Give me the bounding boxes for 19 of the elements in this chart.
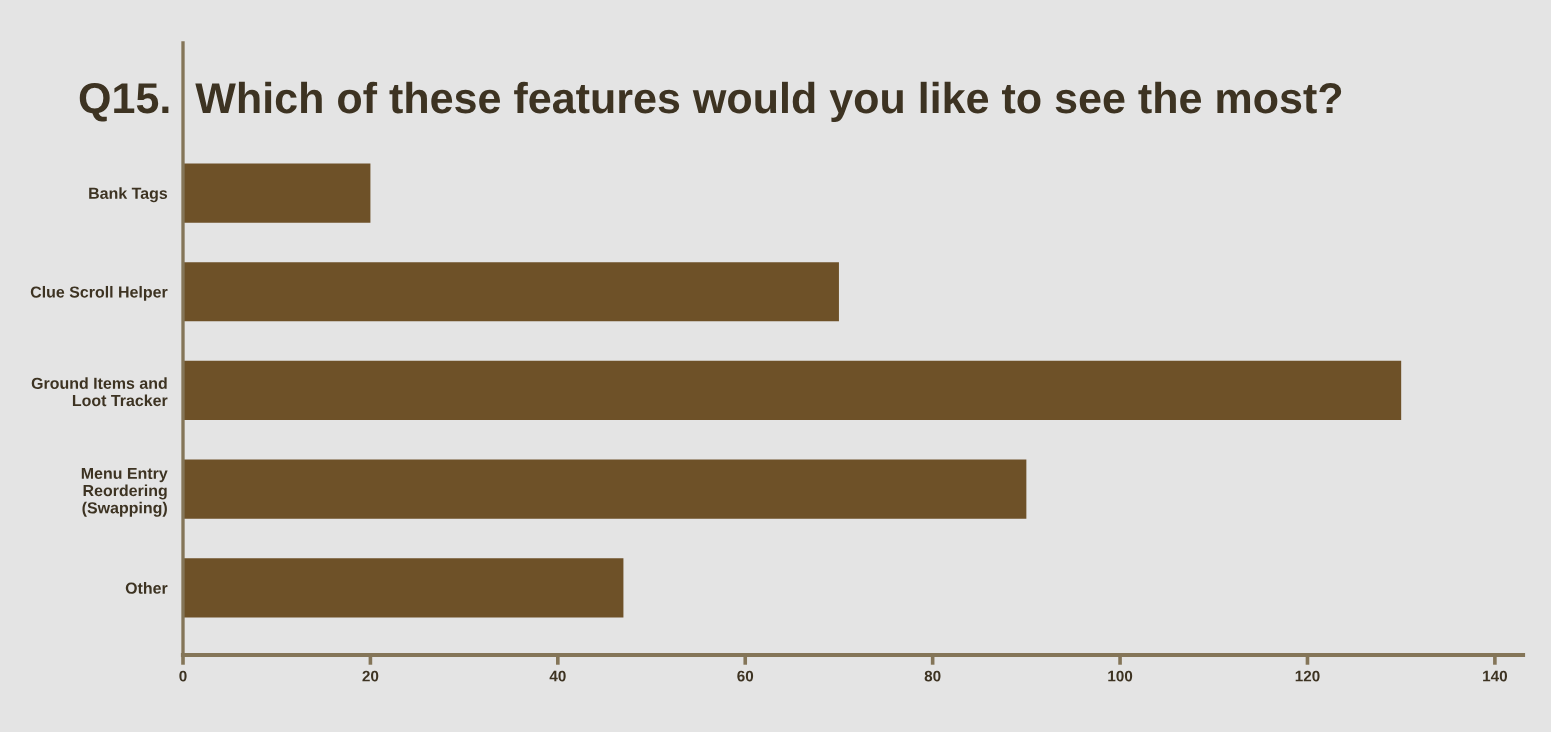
x-tick-label: 140 — [1483, 670, 1508, 682]
bar — [183, 558, 624, 618]
y-tick-label: Bank Tags — [89, 187, 168, 203]
x-tick-label: 40 — [549, 670, 566, 682]
y-tick-label: Ground Items and Loot Tracker — [31, 377, 168, 407]
y-tick-label: Other — [125, 582, 168, 594]
x-tick-label: 80 — [924, 670, 941, 682]
bar — [183, 459, 1027, 519]
x-tick-label: 120 — [1295, 670, 1320, 682]
x-tick-label: 0 — [179, 670, 187, 682]
x-tick-label: 20 — [362, 670, 379, 682]
x-tick-label: 100 — [1108, 670, 1133, 682]
x-tick-label: 60 — [737, 670, 754, 682]
bar — [183, 360, 1402, 421]
bar — [183, 262, 839, 322]
y-tick-label: Menu Entry Reordering (Swapping) — [81, 467, 168, 517]
bar — [183, 163, 371, 223]
chart-title: Q15. Which of these features would you like to see the most? — [79, 81, 1342, 122]
y-tick-label: Clue Scroll Helper — [30, 285, 168, 301]
